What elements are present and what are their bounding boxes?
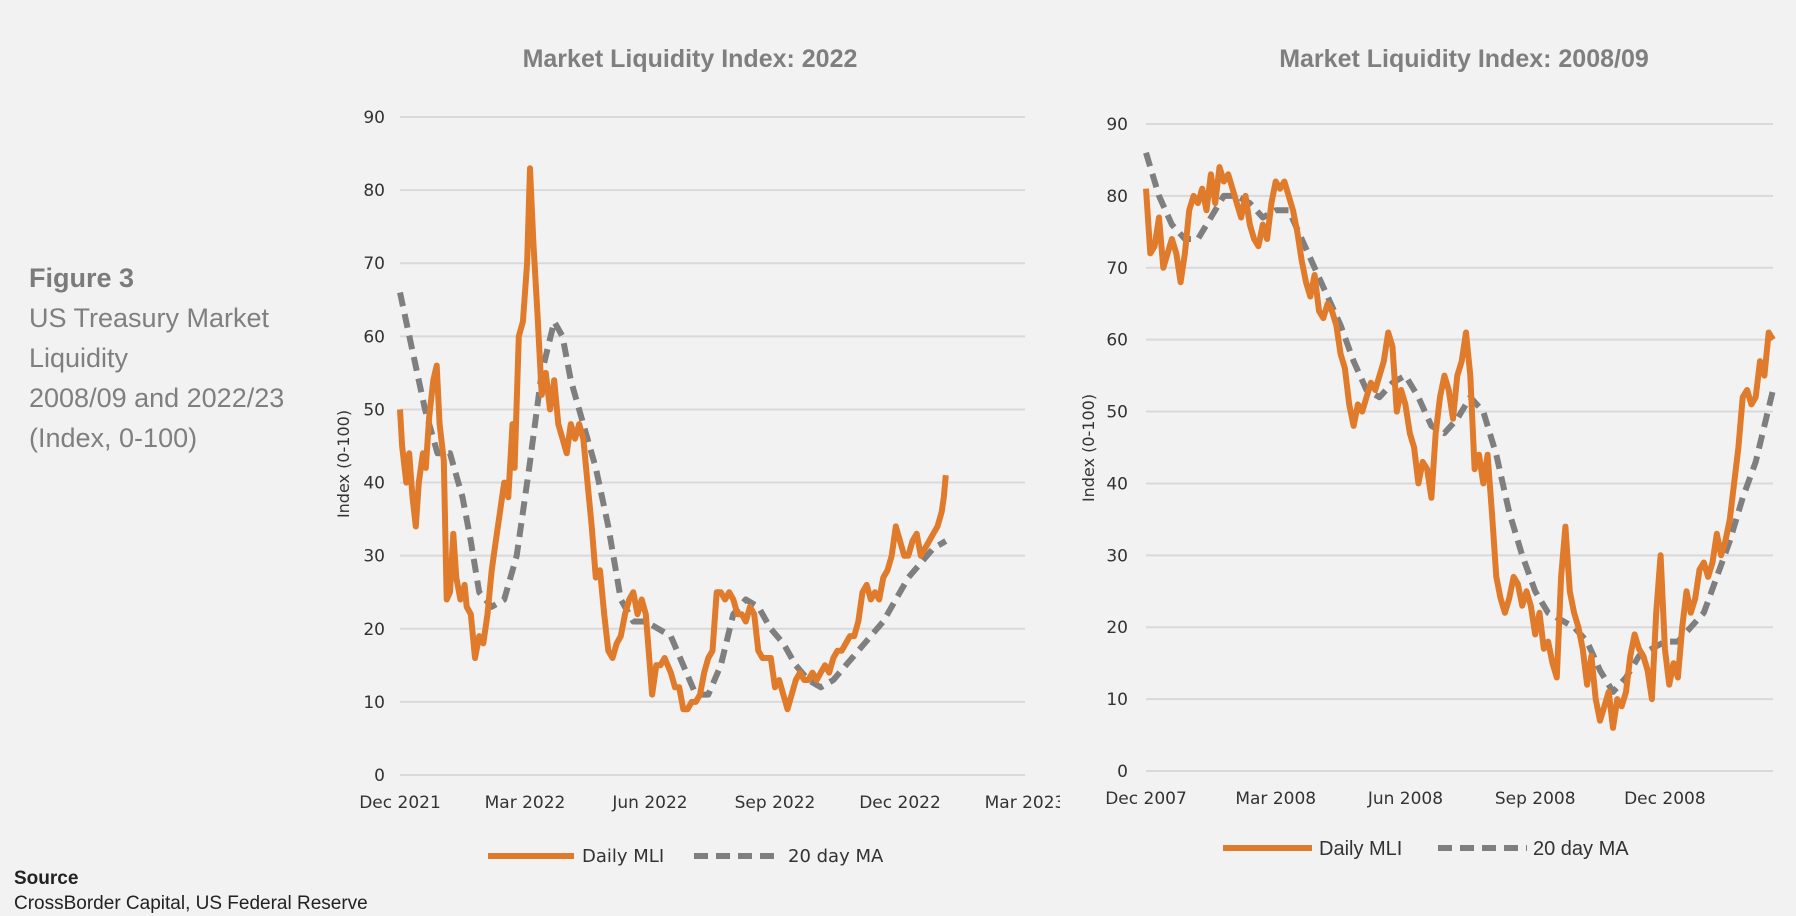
figure-caption: Figure 3 US Treasury Market Liquidity 20… (29, 258, 284, 458)
y-tick-label: 80 (363, 181, 385, 201)
y-tick-label: 30 (1106, 546, 1128, 566)
series-lines (397, 165, 949, 713)
source-note: Source CrossBorder Capital, US Federal R… (14, 866, 368, 916)
y-tick-label: 20 (1106, 618, 1128, 638)
x-tick-label: Sep 2008 (1495, 789, 1576, 809)
figure-number: Figure 3 (29, 263, 135, 293)
y-tick-label: 10 (363, 693, 385, 713)
legend-daily-label: Daily MLI (1319, 838, 1402, 860)
x-tick-label: Mar 2023 (985, 793, 1060, 813)
legend: Daily MLI 20 day MA (488, 846, 884, 867)
gridlines (400, 116, 1025, 776)
chart-2008: Market Liquidity Index: 2008/09 Index (0… (1079, 45, 1776, 860)
caption-line-4: (Index, 0-100) (29, 423, 198, 453)
y-tick-label: 10 (1106, 690, 1128, 710)
source-text: CrossBorder Capital, US Federal Reserve (14, 893, 368, 914)
x-tick-label: Mar 2008 (1235, 789, 1316, 809)
series-lines (1143, 151, 1776, 731)
y-tick-labels: 0 10 20 30 40 50 60 70 80 90 (363, 108, 385, 786)
x-tick-label: Dec 2008 (1624, 789, 1706, 809)
x-tick-label: Jun 2008 (1367, 789, 1443, 809)
y-tick-label: 40 (1106, 474, 1128, 494)
y-tick-labels: 0 10 20 30 40 50 60 70 80 90 (1106, 115, 1128, 782)
y-tick-label: 20 (363, 620, 385, 640)
y-tick-label: 70 (363, 254, 385, 274)
legend-daily-label: Daily MLI (582, 846, 664, 867)
y-tick-label: 30 (363, 547, 385, 567)
y-tick-label: 90 (1106, 115, 1128, 135)
caption-line-1: US Treasury Market (29, 303, 270, 333)
y-tick-label: 60 (1106, 331, 1128, 351)
y-axis-label: Index (0-100) (1079, 394, 1098, 502)
source-label: Source (14, 868, 79, 889)
series-20-day-ma-line (397, 291, 948, 698)
x-tick-labels: Dec 2021 Mar 2022 Jun 2022 Sep 2022 Dec 2022… (359, 793, 1060, 813)
chart-title: Market Liquidity Index: 2008/09 (1279, 45, 1649, 73)
y-tick-label: 90 (363, 108, 385, 128)
chart-title: Market Liquidity Index: 2022 (523, 45, 858, 73)
y-axis-label: Index (0-100) (334, 410, 353, 518)
x-tick-label: Dec 2021 (359, 793, 441, 813)
x-tick-labels: Dec 2007 Mar 2008 Jun 2008 Sep 2008 Dec 2008 (1105, 789, 1705, 809)
caption-line-3: 2008/09 and 2022/23 (29, 383, 285, 413)
x-tick-label: Dec 2007 (1105, 789, 1187, 809)
x-tick-label: Sep 2022 (735, 793, 816, 813)
series-20-day-ma-line (1143, 151, 1776, 695)
y-tick-label: 50 (363, 400, 385, 420)
series-daily-mli-line (1143, 164, 1776, 731)
y-tick-label: 80 (1106, 187, 1128, 207)
legend: Daily MLI 20 day MA (1223, 838, 1629, 860)
y-tick-label: 50 (1106, 403, 1128, 423)
x-tick-label: Mar 2022 (485, 793, 566, 813)
x-tick-label: Dec 2022 (859, 793, 941, 813)
chart-2022: Market Liquidity Index: 2022 Index (0-10… (334, 45, 1060, 867)
x-tick-label: Jun 2022 (611, 793, 687, 813)
y-tick-label: 70 (1106, 259, 1128, 279)
legend-ma-label: 20 day MA (788, 846, 884, 867)
y-tick-label: 60 (363, 327, 385, 347)
y-tick-label: 40 (363, 474, 385, 494)
y-tick-label: 0 (374, 766, 385, 786)
caption-line-2: Liquidity (29, 343, 129, 373)
legend-ma-label: 20 day MA (1533, 838, 1629, 860)
series-daily-mli-line (397, 165, 949, 713)
y-tick-label: 0 (1117, 762, 1128, 782)
